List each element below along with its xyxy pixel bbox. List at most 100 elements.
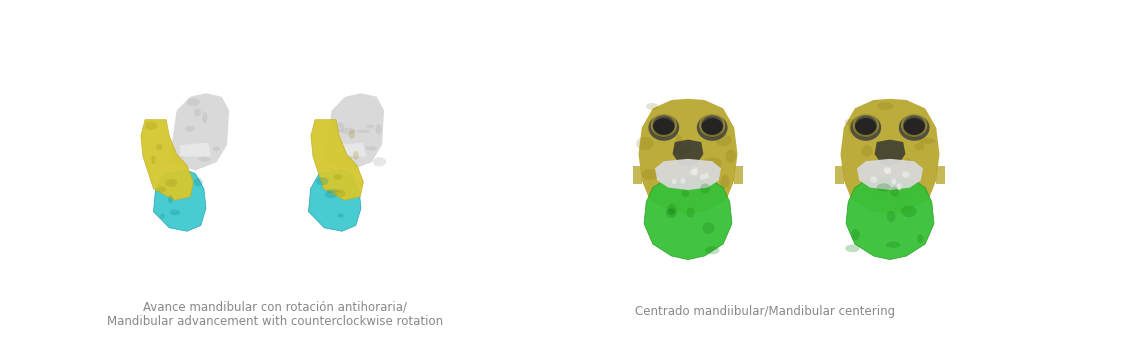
Text: Avance mandibular con rotación antihoraria/
Mandibular advancement with counterc: Avance mandibular con rotación antihorar… bbox=[107, 300, 443, 328]
Polygon shape bbox=[153, 170, 206, 231]
Ellipse shape bbox=[341, 128, 356, 134]
Ellipse shape bbox=[903, 118, 925, 137]
Polygon shape bbox=[308, 170, 361, 231]
Polygon shape bbox=[324, 93, 384, 170]
Ellipse shape bbox=[669, 202, 681, 210]
Ellipse shape bbox=[884, 168, 891, 174]
Polygon shape bbox=[840, 99, 939, 214]
Ellipse shape bbox=[886, 241, 900, 248]
Ellipse shape bbox=[848, 121, 858, 131]
Ellipse shape bbox=[336, 122, 344, 132]
Ellipse shape bbox=[899, 114, 929, 141]
Ellipse shape bbox=[891, 178, 897, 184]
Ellipse shape bbox=[198, 157, 210, 162]
Ellipse shape bbox=[187, 98, 200, 106]
Ellipse shape bbox=[690, 169, 696, 175]
Ellipse shape bbox=[353, 151, 359, 160]
Ellipse shape bbox=[681, 178, 685, 184]
Ellipse shape bbox=[652, 118, 675, 137]
Ellipse shape bbox=[870, 176, 878, 183]
Ellipse shape bbox=[346, 153, 353, 159]
Ellipse shape bbox=[886, 211, 896, 222]
Ellipse shape bbox=[862, 145, 873, 157]
Polygon shape bbox=[310, 120, 363, 200]
Ellipse shape bbox=[876, 183, 891, 192]
Polygon shape bbox=[846, 178, 934, 260]
Ellipse shape bbox=[335, 189, 341, 193]
Ellipse shape bbox=[716, 134, 732, 146]
Polygon shape bbox=[936, 166, 945, 184]
Ellipse shape bbox=[720, 175, 729, 188]
Ellipse shape bbox=[682, 190, 688, 197]
Polygon shape bbox=[639, 99, 738, 214]
Ellipse shape bbox=[376, 124, 381, 134]
Ellipse shape bbox=[917, 234, 924, 243]
Ellipse shape bbox=[349, 130, 356, 139]
Ellipse shape bbox=[904, 158, 911, 170]
Ellipse shape bbox=[316, 177, 328, 185]
Ellipse shape bbox=[637, 137, 654, 150]
Ellipse shape bbox=[850, 114, 881, 141]
Polygon shape bbox=[673, 140, 703, 166]
Polygon shape bbox=[644, 178, 732, 260]
Ellipse shape bbox=[366, 146, 377, 150]
Ellipse shape bbox=[672, 178, 676, 184]
Ellipse shape bbox=[883, 186, 889, 193]
Polygon shape bbox=[169, 93, 230, 170]
Ellipse shape bbox=[155, 144, 162, 151]
Polygon shape bbox=[633, 166, 641, 184]
Ellipse shape bbox=[919, 138, 935, 144]
Ellipse shape bbox=[696, 114, 728, 141]
Polygon shape bbox=[141, 120, 194, 200]
Ellipse shape bbox=[641, 169, 659, 180]
Polygon shape bbox=[835, 166, 844, 184]
Ellipse shape bbox=[667, 204, 676, 215]
Ellipse shape bbox=[845, 119, 854, 125]
Ellipse shape bbox=[704, 173, 709, 179]
Ellipse shape bbox=[333, 174, 342, 180]
Ellipse shape bbox=[338, 213, 344, 218]
Ellipse shape bbox=[915, 143, 925, 150]
Ellipse shape bbox=[179, 147, 186, 158]
Ellipse shape bbox=[366, 125, 375, 129]
Ellipse shape bbox=[646, 103, 658, 110]
Ellipse shape bbox=[201, 150, 209, 157]
Ellipse shape bbox=[855, 118, 876, 137]
Ellipse shape bbox=[726, 150, 736, 163]
Ellipse shape bbox=[357, 130, 370, 133]
Ellipse shape bbox=[902, 171, 910, 178]
Ellipse shape bbox=[920, 122, 929, 130]
Ellipse shape bbox=[674, 145, 690, 154]
Text: Centrado mandiibular/Mandibular centering: Centrado mandiibular/Mandibular centerin… bbox=[634, 304, 896, 318]
Ellipse shape bbox=[700, 174, 705, 180]
Polygon shape bbox=[857, 159, 922, 190]
Ellipse shape bbox=[648, 114, 680, 141]
Ellipse shape bbox=[666, 208, 676, 218]
Ellipse shape bbox=[701, 118, 723, 137]
Ellipse shape bbox=[703, 157, 722, 169]
Ellipse shape bbox=[325, 191, 338, 198]
Ellipse shape bbox=[693, 167, 699, 176]
Ellipse shape bbox=[168, 195, 173, 203]
Ellipse shape bbox=[165, 179, 178, 187]
Ellipse shape bbox=[151, 156, 155, 164]
Ellipse shape bbox=[193, 109, 201, 116]
Ellipse shape bbox=[852, 229, 860, 240]
Ellipse shape bbox=[878, 102, 893, 110]
Ellipse shape bbox=[700, 184, 710, 194]
Ellipse shape bbox=[686, 208, 694, 218]
Polygon shape bbox=[874, 140, 906, 166]
Ellipse shape bbox=[901, 205, 917, 217]
Ellipse shape bbox=[872, 188, 884, 197]
Ellipse shape bbox=[170, 210, 181, 215]
Ellipse shape bbox=[890, 186, 899, 197]
Ellipse shape bbox=[848, 125, 855, 134]
Polygon shape bbox=[655, 159, 721, 190]
Polygon shape bbox=[180, 143, 212, 157]
Ellipse shape bbox=[883, 167, 891, 173]
Ellipse shape bbox=[705, 246, 720, 255]
Polygon shape bbox=[735, 166, 742, 184]
Ellipse shape bbox=[897, 183, 901, 190]
Ellipse shape bbox=[898, 193, 908, 201]
Ellipse shape bbox=[213, 146, 220, 151]
